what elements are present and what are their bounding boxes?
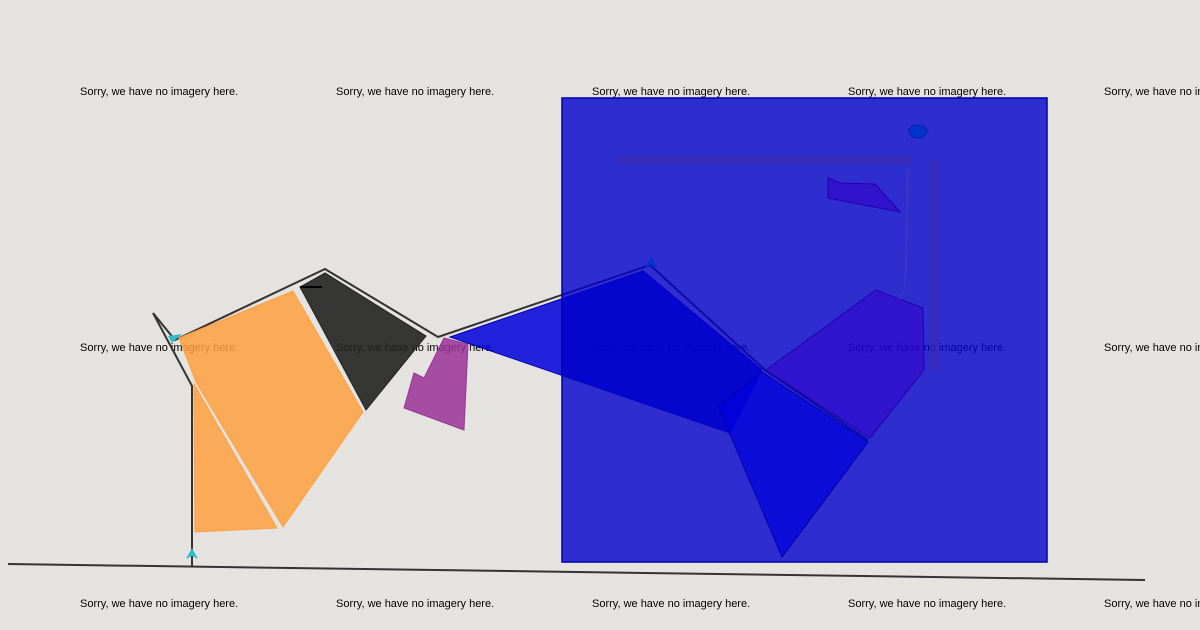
blue-marker-dot[interactable]: [907, 124, 929, 139]
blue-arrow-marker[interactable]: [645, 257, 657, 268]
tile-message: Sorry, we have no imagery here.: [1104, 342, 1200, 354]
tile-message: Sorry, we have no imagery here.: [1104, 86, 1200, 98]
tile-message: Sorry, we have no imagery here.: [80, 86, 239, 98]
tile-message: Sorry, we have no imagery here.: [592, 598, 751, 610]
tile-message: Sorry, we have no imagery here.: [336, 86, 495, 98]
tile-message: Sorry, we have no imagery here.: [592, 86, 751, 98]
blue-lower-polygon[interactable]: [717, 371, 869, 558]
purple-polygon[interactable]: [403, 337, 469, 431]
tile-message: Sorry, we have no imagery here.: [848, 598, 1007, 610]
orange-polygon-right[interactable]: [178, 290, 364, 528]
tile-message: Sorry, we have no imagery here.: [1104, 598, 1200, 610]
small-indigo-polygon[interactable]: [827, 177, 902, 213]
polyline-baseline[interactable]: [7, 563, 1146, 581]
dark-polygon[interactable]: [299, 272, 427, 411]
overlay-line: [897, 167, 909, 301]
tile-message: Sorry, we have no imagery here.: [848, 86, 1007, 98]
cyan-arrow-marker[interactable]: [168, 334, 182, 343]
orange-polygon-left[interactable]: [193, 382, 278, 533]
tile-message: Sorry, we have no imagery here.: [80, 598, 239, 610]
tile-message: Sorry, we have no imagery here.: [336, 598, 495, 610]
indigo-polygon[interactable]: [765, 289, 925, 439]
cyan-arrow-marker[interactable]: [186, 548, 198, 559]
